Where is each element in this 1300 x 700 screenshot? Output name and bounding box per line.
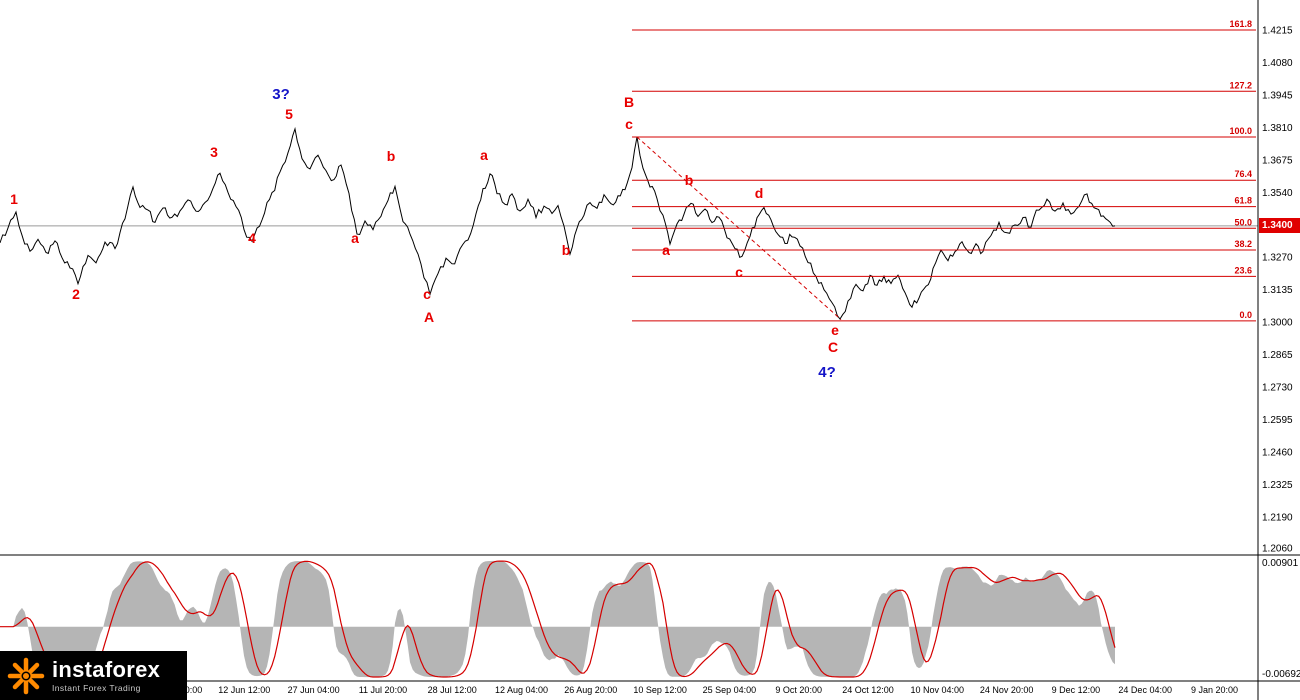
price-tick-1.3270: 1.3270 xyxy=(1262,253,1293,264)
price-tick-1.3000: 1.3000 xyxy=(1262,318,1293,329)
wave-label-4-5: 5 xyxy=(285,106,293,122)
wave-label-19-C: C xyxy=(828,339,838,355)
time-tick-5: 12 Aug 04:00 xyxy=(495,685,548,695)
wave-label-3-4: 4 xyxy=(248,230,256,246)
wave-label-11-b: b xyxy=(562,242,571,258)
price-tick-1.4080: 1.4080 xyxy=(1262,58,1293,69)
indicator-tick-bottom: -0.00692 xyxy=(1262,669,1300,680)
time-tick-15: 9 Jan 20:00 xyxy=(1191,685,1238,695)
time-tick-9: 9 Oct 20:00 xyxy=(775,685,822,695)
price-series-line xyxy=(0,126,1116,320)
wave-label-12-B: B xyxy=(624,94,634,110)
wave-label-14-a: a xyxy=(662,242,670,258)
time-tick-7: 10 Sep 12:00 xyxy=(633,685,687,695)
time-tick-1: 12 Jun 12:00 xyxy=(218,685,270,695)
starburst-icon xyxy=(7,657,45,694)
logo-text-block: instaforex Instant Forex Trading xyxy=(52,656,161,693)
wave-label-2-3: 3 xyxy=(210,144,218,160)
current-price-value: 1.3400 xyxy=(1262,220,1293,232)
price-axis-labels: 1.4215 1.4080 1.3945 1.3810 1.3675 1.3540 1.32… xyxy=(1262,26,1300,681)
current-price-tag: 1.3400 xyxy=(1259,218,1300,234)
wave-label-7-b: b xyxy=(387,148,396,164)
time-tick-13: 9 Dec 12:00 xyxy=(1052,685,1101,695)
price-tick-1.2730: 1.2730 xyxy=(1262,382,1293,393)
fibonacci-levels: 161.8 127.2 100.0 76.4 61.8 50.0 38.2 23.6 0.0 xyxy=(632,19,1256,322)
price-tick-1.3540: 1.3540 xyxy=(1262,188,1293,199)
indicator-tick-top: 0.00901 xyxy=(1262,558,1299,569)
fib-label-161.8: 161.8 xyxy=(1229,19,1252,29)
fib-label-50.0: 50.0 xyxy=(1234,217,1252,227)
time-tick-2: 27 Jun 04:00 xyxy=(288,685,340,695)
time-tick-4: 28 Jul 12:00 xyxy=(428,685,477,695)
wave-label-15-b: b xyxy=(685,172,694,188)
dashed-trendline[interactable] xyxy=(636,136,842,321)
price-tick-1.2865: 1.2865 xyxy=(1262,350,1293,361)
time-tick-10: 24 Oct 12:00 xyxy=(842,685,894,695)
price-tick-1.2460: 1.2460 xyxy=(1262,447,1293,458)
fib-label-127.2: 127.2 xyxy=(1229,80,1252,90)
price-tick-1.2325: 1.2325 xyxy=(1262,480,1293,491)
wave-label-6-a: a xyxy=(351,230,359,246)
logo-wordmark: instaforex xyxy=(52,656,161,682)
fib-label-61.8: 61.8 xyxy=(1234,196,1252,206)
wave-label-8-c: c xyxy=(423,286,431,302)
wave-label-1-2: 2 xyxy=(72,286,80,302)
wave-label-13-c: c xyxy=(625,116,633,132)
time-tick-14: 24 Dec 04:00 xyxy=(1118,685,1172,695)
wave-label-5-3q: 3? xyxy=(272,86,290,103)
wave-label-10-a: a xyxy=(480,147,488,163)
oscillator-signal-line xyxy=(0,560,1116,678)
wave-label-0-1: 1 xyxy=(10,191,18,207)
fib-label-76.4: 76.4 xyxy=(1234,169,1252,179)
wave-label-20-4q: 4? xyxy=(818,364,836,381)
logo-tagline: Instant Forex Trading xyxy=(52,682,141,693)
oscillator-histogram-area xyxy=(0,560,1115,678)
price-tick-1.2595: 1.2595 xyxy=(1262,415,1293,426)
wave-label-9-A: A xyxy=(424,309,434,325)
price-tick-1.3675: 1.3675 xyxy=(1262,155,1293,166)
price-tick-1.4215: 1.4215 xyxy=(1262,26,1293,37)
fib-label-0.0: 0.0 xyxy=(1239,310,1252,320)
time-tick-3: 11 Jul 20:00 xyxy=(359,685,407,695)
price-tick-1.3945: 1.3945 xyxy=(1262,90,1293,101)
fib-label-23.6: 23.6 xyxy=(1234,265,1252,275)
wave-label-18-e: e xyxy=(831,322,839,338)
wave-label-17-d: d xyxy=(755,185,764,201)
time-tick-11: 10 Nov 04:00 xyxy=(911,685,965,695)
price-tick-1.2190: 1.2190 xyxy=(1262,512,1293,523)
fib-label-38.2: 38.2 xyxy=(1234,239,1252,249)
instaforex-logo: instaforex Instant Forex Trading xyxy=(0,651,187,700)
fib-label-100.0: 100.0 xyxy=(1229,126,1252,136)
wave-label-16-c: c xyxy=(735,264,743,280)
price-tick-1.2060: 1.2060 xyxy=(1262,544,1293,555)
time-tick-12: 24 Nov 20:00 xyxy=(980,685,1034,695)
price-tick-1.3135: 1.3135 xyxy=(1262,285,1293,296)
price-tick-1.3810: 1.3810 xyxy=(1262,123,1293,134)
time-tick-8: 25 Sep 04:00 xyxy=(703,685,757,695)
time-tick-6: 26 Aug 20:00 xyxy=(564,685,617,695)
